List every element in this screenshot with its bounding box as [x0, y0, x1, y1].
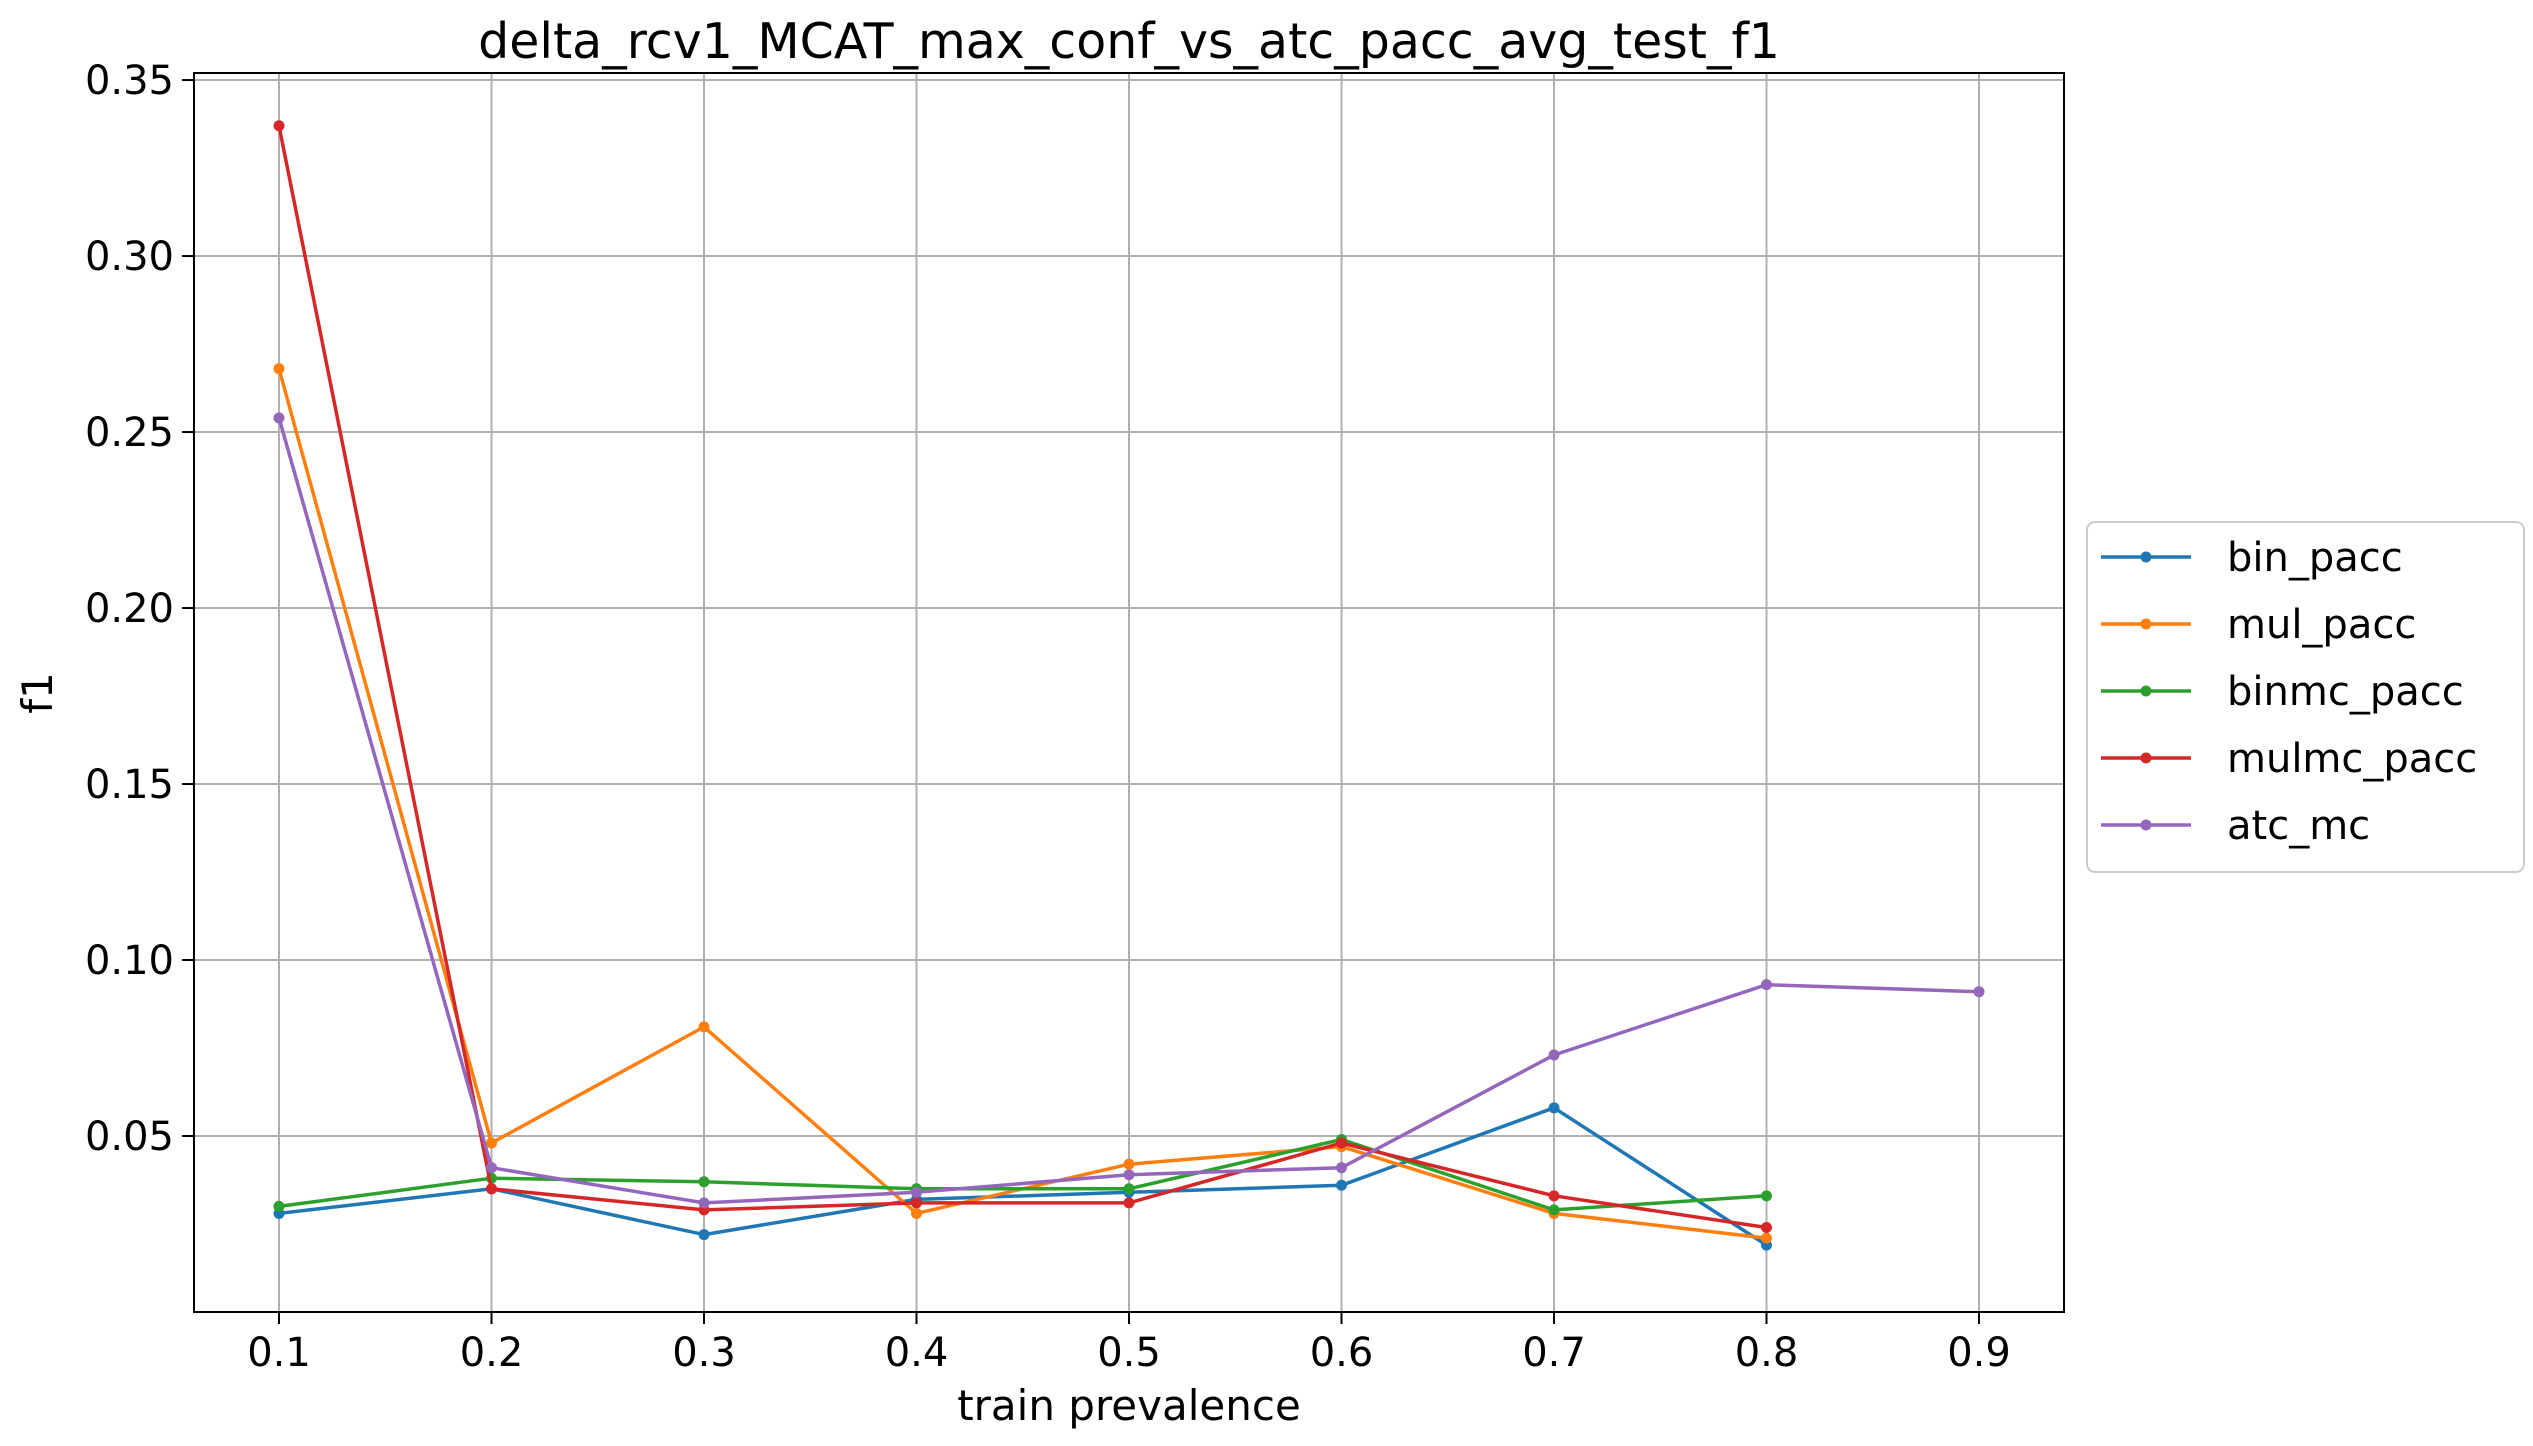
legend-label: bin_pacc — [2227, 535, 2403, 581]
legend-item: bin_pacc — [2101, 535, 2403, 581]
y-tick-label: 0.05 — [85, 1114, 174, 1160]
data-point — [1548, 1102, 1560, 1114]
legend-label: mulmc_pacc — [2227, 736, 2477, 782]
x-tick-label: 0.9 — [1947, 1330, 2011, 1376]
legend-item: atc_mc — [2101, 803, 2370, 849]
data-point — [911, 1207, 922, 1219]
legend-label: atc_mc — [2227, 803, 2370, 849]
data-point — [911, 1197, 922, 1209]
data-point — [698, 1229, 710, 1241]
chart-title: delta_rcv1_MCAT_max_conf_vs_atc_pacc_avg… — [478, 13, 1780, 70]
data-point — [273, 412, 285, 424]
data-point — [486, 1137, 497, 1149]
data-point — [1548, 1190, 1560, 1202]
x-tick-label: 0.8 — [1735, 1330, 1799, 1376]
data-point — [1336, 1162, 1347, 1174]
data-point — [911, 1186, 922, 1198]
legend-marker — [2140, 551, 2152, 563]
x-tick-label: 0.1 — [247, 1330, 311, 1376]
data-point — [273, 120, 285, 132]
data-point — [1123, 1158, 1135, 1170]
data-point — [1548, 1204, 1560, 1216]
y-tick-label: 0.35 — [85, 58, 174, 104]
series-binmc_pacc — [273, 1134, 1772, 1216]
data-point — [1973, 986, 1985, 998]
legend-marker — [2140, 752, 2152, 764]
y-tick-label: 0.15 — [85, 762, 174, 808]
series-line — [278, 1106, 1768, 1247]
data-point — [273, 363, 285, 375]
grid — [194, 73, 2064, 1312]
series-layer — [273, 120, 1985, 1251]
x-tick-label: 0.3 — [672, 1330, 736, 1376]
data-point — [698, 1021, 710, 1033]
y-axis: 0.05 0.10 0.15 0.20 0.25 0.30 0.35 — [85, 58, 194, 1160]
series-mulmc_pacc — [273, 120, 1772, 1234]
x-axis: 0.1 0.2 0.3 0.4 0.5 0.6 0.7 0.8 0.9 — [247, 1312, 2011, 1376]
x-tick-label: 0.2 — [460, 1330, 524, 1376]
legend-label: binmc_pacc — [2227, 669, 2464, 715]
x-tick-label: 0.7 — [1522, 1330, 1586, 1376]
y-axis-label: f1 — [13, 672, 62, 714]
data-point — [1336, 1137, 1347, 1149]
data-point — [698, 1197, 710, 1209]
x-tick-label: 0.5 — [1097, 1330, 1161, 1376]
data-point — [1548, 1049, 1560, 1061]
legend: bin_pacc mul_pacc binmc_pacc mulmc_pacc atc_… — [2086, 521, 2525, 873]
legend-item: binmc_pacc — [2101, 669, 2464, 715]
legend-frame — [2086, 521, 2525, 873]
data-point — [1123, 1197, 1135, 1209]
y-tick-label: 0.10 — [85, 938, 174, 984]
series-atc_mc — [273, 412, 1985, 1209]
y-tick-label: 0.25 — [85, 410, 174, 456]
x-axis-label: train prevalence — [957, 1381, 1301, 1430]
legend-item: mulmc_pacc — [2101, 736, 2477, 782]
data-point — [1123, 1183, 1135, 1195]
data-point — [273, 1200, 285, 1212]
y-tick-label: 0.30 — [85, 234, 174, 280]
x-tick-label: 0.4 — [885, 1330, 949, 1376]
y-tick-label: 0.20 — [85, 586, 174, 632]
x-tick-label: 0.6 — [1310, 1330, 1374, 1376]
data-point — [1336, 1179, 1347, 1191]
series-line — [277, 125, 1767, 1230]
data-point — [1761, 1190, 1772, 1202]
legend-marker — [2140, 618, 2152, 630]
data-point — [1761, 979, 1772, 991]
series-line — [278, 1137, 1767, 1212]
data-point — [1761, 1232, 1772, 1244]
data-point — [486, 1162, 497, 1174]
data-point — [1123, 1169, 1135, 1181]
data-point — [1761, 1222, 1772, 1234]
legend-label: mul_pacc — [2227, 602, 2416, 648]
data-point — [486, 1183, 497, 1195]
legend-marker — [2140, 685, 2152, 697]
legend-marker — [2140, 819, 2152, 831]
legend-item: mul_pacc — [2101, 602, 2416, 648]
data-point — [698, 1176, 710, 1188]
